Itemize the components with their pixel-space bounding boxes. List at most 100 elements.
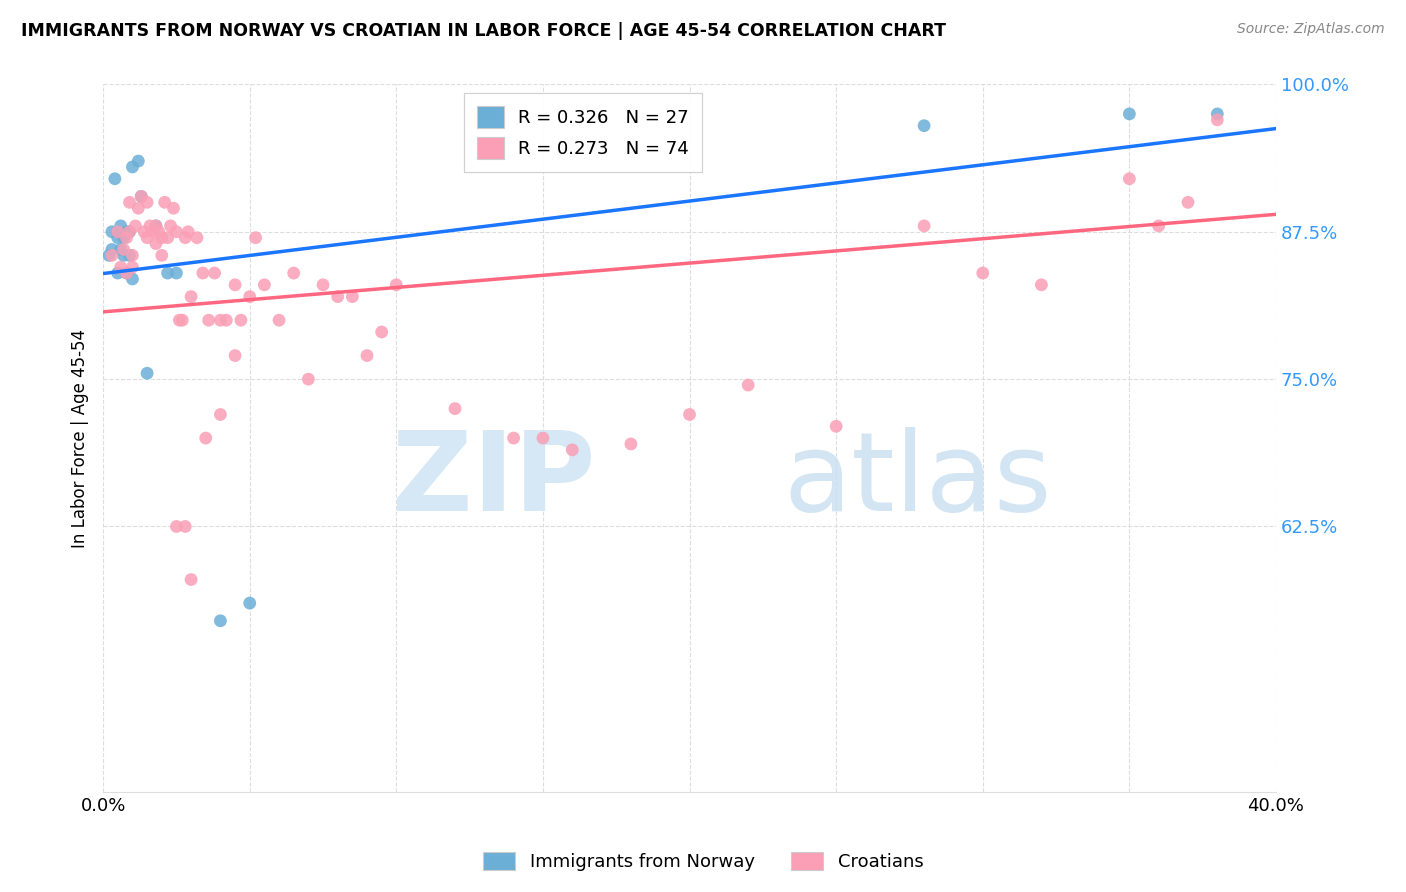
Point <box>118 195 141 210</box>
Point <box>118 248 141 262</box>
Point <box>112 248 135 262</box>
Point <box>136 230 159 244</box>
Point <box>326 290 349 304</box>
Point <box>239 596 262 610</box>
Point <box>239 290 262 304</box>
Point <box>112 243 135 257</box>
Point <box>98 248 121 262</box>
Point <box>110 260 132 274</box>
Point <box>297 372 319 386</box>
Point <box>150 230 173 244</box>
Point <box>209 313 232 327</box>
Point <box>127 201 149 215</box>
Point <box>1118 107 1140 121</box>
Point <box>912 219 935 233</box>
Point <box>112 230 135 244</box>
Point <box>342 290 364 304</box>
Point <box>267 313 290 327</box>
Point <box>148 225 170 239</box>
Point <box>209 408 232 422</box>
Point <box>110 243 132 257</box>
Point <box>1206 107 1229 121</box>
Point <box>283 266 305 280</box>
Point <box>118 225 141 239</box>
Point <box>162 201 184 215</box>
Point <box>101 248 124 262</box>
Point <box>134 225 156 239</box>
Point <box>101 243 124 257</box>
Point <box>169 313 191 327</box>
Point <box>145 219 167 233</box>
Point <box>127 154 149 169</box>
Point <box>129 189 152 203</box>
Point <box>561 442 583 457</box>
Point <box>165 266 187 280</box>
Point <box>215 313 238 327</box>
Point <box>620 437 643 451</box>
Point <box>139 219 162 233</box>
Y-axis label: In Labor Force | Age 45-54: In Labor Force | Age 45-54 <box>72 328 89 548</box>
Point <box>370 325 392 339</box>
Point <box>1031 277 1053 292</box>
Point <box>1177 195 1199 210</box>
Point <box>121 248 143 262</box>
Point <box>172 313 194 327</box>
Point <box>153 195 176 210</box>
Point <box>194 431 217 445</box>
Text: atlas: atlas <box>783 427 1052 534</box>
Point <box>972 266 994 280</box>
Point <box>156 230 179 244</box>
Legend: Immigrants from Norway, Croatians: Immigrants from Norway, Croatians <box>475 845 931 879</box>
Point <box>118 225 141 239</box>
Point <box>124 219 146 233</box>
Point <box>174 230 197 244</box>
Point <box>825 419 848 434</box>
Point <box>104 171 127 186</box>
Text: IMMIGRANTS FROM NORWAY VS CROATIAN IN LABOR FORCE | AGE 45-54 CORRELATION CHART: IMMIGRANTS FROM NORWAY VS CROATIAN IN LA… <box>21 22 946 40</box>
Point <box>204 266 226 280</box>
Point <box>129 189 152 203</box>
Point <box>356 349 378 363</box>
Point <box>165 225 187 239</box>
Legend: R = 0.326   N = 27, R = 0.273   N = 74: R = 0.326 N = 27, R = 0.273 N = 74 <box>464 94 702 172</box>
Point <box>312 277 335 292</box>
Point <box>136 366 159 380</box>
Point <box>678 408 700 422</box>
Point <box>107 266 129 280</box>
Point <box>101 225 124 239</box>
Point <box>115 266 138 280</box>
Point <box>444 401 467 416</box>
Point <box>177 225 200 239</box>
Point <box>142 225 165 239</box>
Point <box>156 266 179 280</box>
Point <box>115 230 138 244</box>
Point <box>186 230 208 244</box>
Text: ZIP: ZIP <box>392 427 596 534</box>
Point <box>912 119 935 133</box>
Point <box>110 219 132 233</box>
Point <box>209 614 232 628</box>
Point <box>150 248 173 262</box>
Point <box>174 519 197 533</box>
Text: Source: ZipAtlas.com: Source: ZipAtlas.com <box>1237 22 1385 37</box>
Point <box>229 313 252 327</box>
Point <box>531 431 554 445</box>
Point <box>145 236 167 251</box>
Point <box>165 519 187 533</box>
Point <box>145 219 167 233</box>
Point <box>180 290 202 304</box>
Point <box>180 573 202 587</box>
Point <box>737 378 759 392</box>
Point <box>136 195 159 210</box>
Point <box>191 266 214 280</box>
Point <box>1118 171 1140 186</box>
Point <box>121 272 143 286</box>
Point <box>245 230 267 244</box>
Point <box>107 230 129 244</box>
Point <box>1147 219 1170 233</box>
Point <box>197 313 219 327</box>
Point <box>224 277 246 292</box>
Point <box>1206 112 1229 127</box>
Point <box>385 277 408 292</box>
Point <box>115 225 138 239</box>
